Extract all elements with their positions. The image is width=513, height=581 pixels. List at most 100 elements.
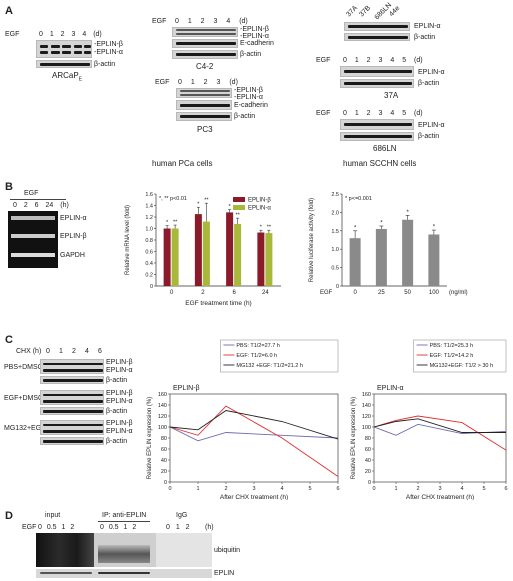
pc3-egf-label: EGF <box>155 79 170 86</box>
eplin-b-chart-title: EPLIN-β <box>173 385 200 392</box>
chx-group-egf-row-a: EPLIN-α <box>106 398 133 405</box>
eplin-b-series-line <box>169 405 339 477</box>
luc-y-axis-title: Relative luciferase activity (fold) <box>309 198 315 282</box>
scchn-caption: human SCCHN cells <box>343 159 417 168</box>
pc3-lane-labels: 0 1 2 3 (d) <box>178 79 238 86</box>
mrna-legend-label: EPLIN-β <box>248 198 271 204</box>
luc-bar <box>375 228 387 286</box>
eplin-b-y-tick-label: 80 <box>161 436 167 442</box>
37a-actin-blot <box>340 79 414 88</box>
686ln-eplin-label: EPLIN-α <box>418 122 445 129</box>
chx-group-pbs-label: PBS+DMSO <box>4 364 44 371</box>
mrna-bar-chart: 00.20.40.60.81.01.21.41.6* **0***2***6* **… <box>125 192 281 307</box>
chx-group-pbs-row-a: EPLIN-α <box>106 367 133 374</box>
mrna-bar <box>234 223 242 286</box>
mrna-x-tick-label: 0 <box>170 290 174 296</box>
eplin-b-legend-label: PBS: T1/2=27.7 h <box>236 343 279 349</box>
mrna-y-tick-label: 0.8 <box>145 238 153 244</box>
mrna-significance-mark: ** <box>267 225 272 231</box>
eplin-a-legend-label: MG132+EGF: T1/2 > 30 h <box>430 363 494 369</box>
mrna-bar <box>171 228 179 286</box>
ip-input-header: input <box>45 512 61 519</box>
scchn-panel-eplin-label: EPLIN-α <box>414 23 441 30</box>
chx-group-pbs-row-b: EPLIN-β <box>106 359 133 366</box>
mrna-legend-swatch <box>233 197 245 202</box>
luc-significance-mark: * <box>433 225 436 231</box>
c42-ecad-blot <box>172 39 238 48</box>
ip-anti-eplin-header: IP: anti-EPLIN <box>102 512 147 519</box>
eplin-b-y-tick-label: 120 <box>158 414 167 420</box>
mrna-bar <box>257 232 265 286</box>
eplin-b-y-tick-label: 0 <box>164 480 167 486</box>
scchn-panel-eplin-blot <box>344 22 410 31</box>
mrna-x-tick-label: 2 <box>201 290 205 296</box>
panel-d-label: D <box>5 510 13 522</box>
chx-group-mg132-actin-blot <box>40 437 104 445</box>
panel-b-label: B <box>5 181 13 193</box>
mrna-y-tick-label: 0.2 <box>145 273 153 279</box>
eplin-a-legend-label: PBS: T1/2=25.3 h <box>430 343 473 349</box>
scchn-panel-actin-label: β-actin <box>414 34 436 41</box>
scchn-cell-lane-labels: 37A 37B 686LN 44e <box>345 1 402 22</box>
chx-group-egf-eplin-blot <box>40 390 104 405</box>
rt-row-eplin-b: EPLIN-β <box>60 233 87 240</box>
mrna-x-tick-label: 24 <box>262 290 269 296</box>
luc-y-tick-label: 2.0 <box>331 210 339 216</box>
mrna-bar <box>202 221 210 286</box>
chx-group-egf-label: EGF+DMSO <box>4 395 44 402</box>
luc-significance-mark: * <box>380 221 383 227</box>
chx-group-mg132-row-a: EPLIN-α <box>106 428 133 435</box>
eplin-a-x-tick-label: 4 <box>460 486 463 492</box>
eplin-b-y-tick-label: 20 <box>161 469 167 475</box>
luc-x-tick-label: 50 <box>404 290 411 296</box>
eplin-a-legend-box <box>413 339 507 373</box>
37a-lane-labels: 0 1 2 3 4 5 (d) <box>343 57 423 64</box>
rt-egf-bracket <box>10 199 66 200</box>
ip-anti-eplin-lanes: 0 0.5 1 2 <box>100 524 137 531</box>
eplin-a-x-tick-label: 0 <box>372 486 375 492</box>
mrna-y-tick-label: 0.6 <box>145 250 153 256</box>
arcap-actin-blot <box>36 60 92 68</box>
mrna-y-tick-label: 1.0 <box>145 227 153 233</box>
rt-lane-labels: 0 2 6 24 (h) <box>13 202 69 209</box>
pc3-eplin-b-label: -EPLIN-β <box>234 87 263 94</box>
chx-group-egf-row-b: EPLIN-β <box>106 390 133 397</box>
mrna-x-axis-title: EGF treatment time (h) <box>185 300 251 307</box>
mrna-significance-mark: * <box>229 204 232 210</box>
arcap-lane-labels: 0 1 2 3 4 (d) <box>39 31 102 38</box>
chx-group-pbs-actin-blot <box>40 376 104 384</box>
37a-eplin-label: EPLIN-α <box>418 69 445 76</box>
eplin-ip-label: EPLIN <box>214 570 235 577</box>
eplin-a-y-tick-label: 140 <box>362 403 371 409</box>
ip-hours-unit: (h) <box>205 524 214 531</box>
686ln-actin-blot <box>340 132 414 141</box>
ubiquitin-label: ubiquitin <box>214 547 241 554</box>
luc-unit-label: (ng/ml) <box>449 290 468 296</box>
chx-group-egf-row-actin: β-actin <box>106 408 128 415</box>
ip-input-lanes: 0 0.5 1 2 <box>38 524 75 531</box>
mrna-bar <box>194 214 202 286</box>
eplin-a-y-tick-label: 20 <box>365 469 371 475</box>
c42-actin-blot <box>172 50 238 59</box>
37a-egf-label: EGF <box>316 57 331 64</box>
eplin-b-series-line <box>169 410 339 440</box>
rt-pcr-gel <box>8 211 58 268</box>
mrna-bar <box>226 212 234 286</box>
luc-y-tick-label: 1.0 <box>331 247 339 253</box>
mrna-significance-mark: ** <box>235 213 240 219</box>
luc-y-tick-label: 0.5 <box>331 266 339 272</box>
eplin-b-x-tick-label: 1 <box>196 486 199 492</box>
mrna-y-tick-label: 0 <box>150 284 153 290</box>
686ln-egf-label: EGF <box>316 110 331 117</box>
37a-actin-label: β-actin <box>418 80 440 87</box>
pc3-actin-label: β-actin <box>234 113 256 120</box>
ip-igg-lanes: 0 1 2 <box>166 524 190 531</box>
mrna-significance-mark: ** <box>173 220 178 226</box>
eplin-a-y-tick-label: 0 <box>368 480 371 486</box>
mrna-y-tick-label: 1.6 <box>145 192 153 198</box>
ubiquitin-blot <box>36 533 212 567</box>
mrna-legend-label: EPLIN-α <box>248 206 271 212</box>
eplin-b-x-tick-label: 0 <box>168 486 171 492</box>
eplin-b-plot-frame <box>169 393 339 483</box>
c42-cell-name: C4-2 <box>196 62 214 71</box>
